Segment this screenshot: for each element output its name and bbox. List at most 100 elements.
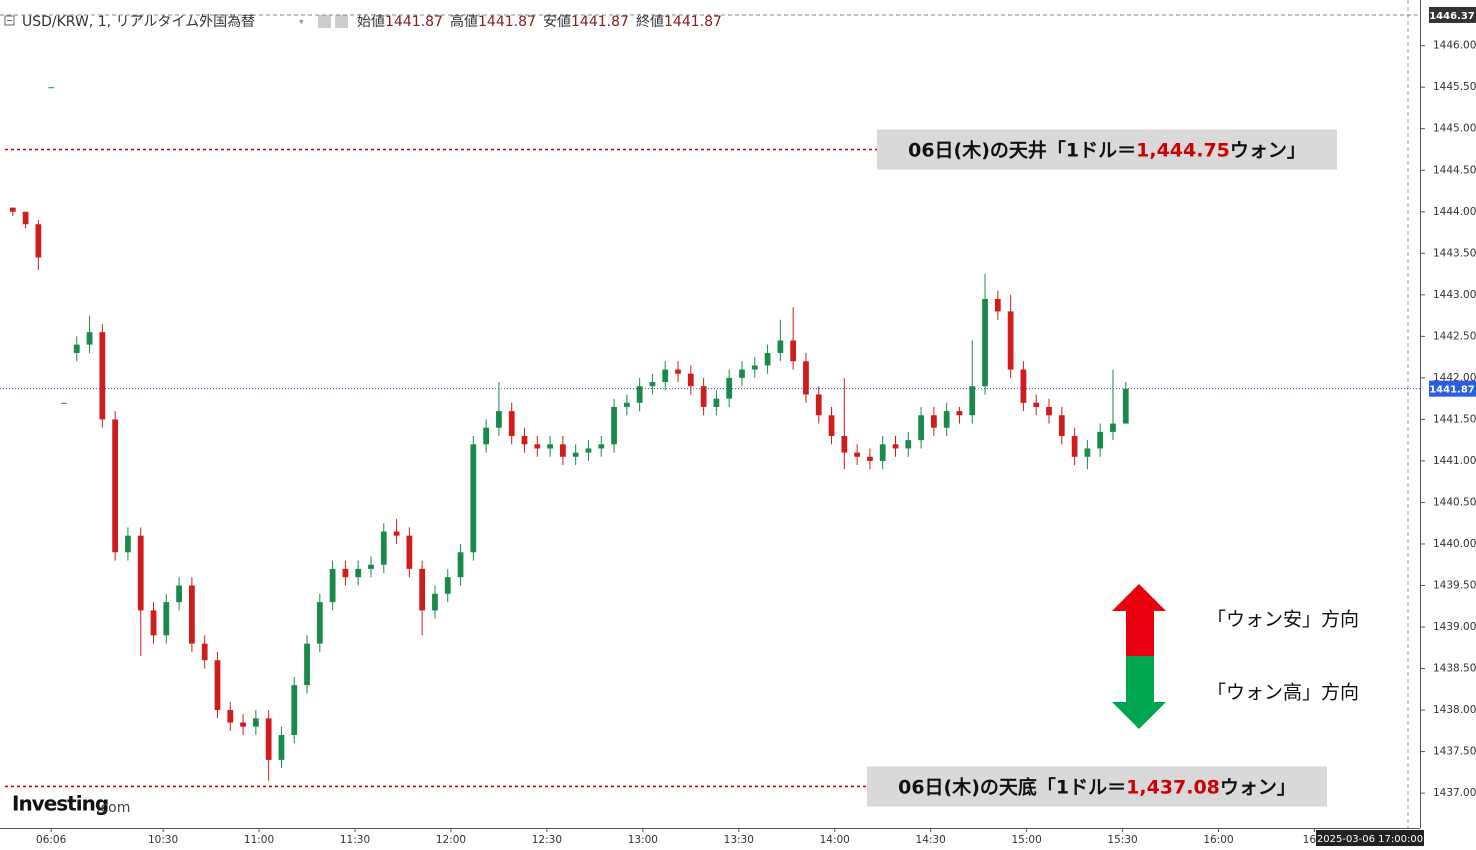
y-tick-label: 1443.50 [1433, 247, 1476, 259]
annotation-text: 06日(木)の天井「1ドル＝1,444.75ウォン」 [908, 138, 1306, 161]
candle-body [687, 373, 694, 387]
candle-body [1007, 311, 1014, 370]
settings-icon[interactable] [335, 15, 348, 28]
candle-body [342, 568, 349, 578]
x-tick-label: 11:00 [244, 834, 274, 846]
candle-body [457, 552, 464, 578]
ohlc-label: 終値 [636, 14, 664, 30]
candle-body [240, 722, 246, 727]
candle-body [982, 298, 988, 387]
candle-body [470, 444, 477, 553]
y-tick-label: 1446.00 [1433, 40, 1476, 52]
y-tick-label: 1437.00 [1433, 787, 1476, 799]
candle-body [35, 224, 42, 258]
ohlc-value: 1441.87 [664, 14, 722, 30]
y-tick-label: 1440.00 [1433, 538, 1476, 550]
arrow-up [1112, 584, 1166, 656]
date-label: 2025-03-06 17:00:00 [1317, 834, 1423, 845]
y-tick-label: 1442.50 [1433, 330, 1476, 342]
candle-body [380, 531, 387, 565]
candle-body [777, 340, 784, 353]
settings-icon[interactable] [318, 15, 331, 28]
annotation-value: 1,444.75 [1136, 139, 1230, 161]
candle-body [828, 415, 835, 437]
candle-body [252, 718, 259, 727]
logo-suffix: .com [96, 800, 130, 816]
candle-body [176, 585, 182, 603]
x-tick-label: 14:30 [916, 834, 946, 846]
ohlc-item: 高値1441.87 [450, 13, 536, 30]
candle-body [86, 332, 93, 345]
candle-body [854, 452, 860, 457]
investing-logo: Investing .com [12, 792, 130, 817]
candle-body [137, 535, 144, 611]
candle-body [1033, 402, 1040, 407]
candle-body [201, 643, 208, 661]
ohlc-values: 始値1441.87 高値1441.87 安値1441.87 終値1441.87 [357, 13, 722, 30]
candle-body [368, 564, 374, 569]
candle-body [547, 444, 553, 449]
candle-body [189, 585, 195, 644]
candle-body [1084, 448, 1091, 457]
y-tick-label: 1441.00 [1433, 455, 1476, 467]
candle-body [815, 394, 822, 416]
ohlc-label: 高値 [450, 13, 478, 30]
candle-body [214, 660, 221, 711]
candle-body [867, 456, 873, 461]
candle-body [329, 568, 336, 603]
x-tick-label: 06:06 [36, 834, 67, 846]
candle-body [598, 444, 605, 449]
candle-body [662, 369, 669, 383]
candle-body [304, 643, 310, 686]
y-tick-label: 1444.50 [1433, 164, 1476, 176]
x-tick-label: 15:00 [1011, 834, 1041, 846]
candle-body [278, 734, 285, 760]
candle-body [1122, 388, 1129, 424]
candle-body [112, 419, 119, 553]
ohlc-value: 1441.87 [385, 14, 443, 30]
candle-body [99, 332, 106, 420]
candle-body [483, 427, 490, 445]
candle-body [508, 411, 515, 437]
last-price-box [1429, 380, 1476, 397]
candle-body [1110, 423, 1116, 432]
dropdown-arrow[interactable]: ▾ [299, 18, 304, 28]
candle-body [61, 402, 67, 404]
candle-body [713, 398, 720, 407]
candle-body [803, 361, 809, 395]
y-tick-label: 1439.50 [1433, 579, 1476, 591]
date-box [1316, 830, 1424, 846]
candle-body [905, 440, 912, 449]
ohlc-item: 終値1441.87 [636, 14, 722, 30]
candle-body [1046, 406, 1052, 416]
y-tick-label: 1439.00 [1433, 621, 1476, 633]
x-tick-label: 10:30 [148, 834, 178, 846]
candle-body [22, 211, 29, 225]
candle-body [406, 535, 413, 569]
candle-body [560, 444, 566, 457]
candle-body [1020, 369, 1027, 403]
annotation-suffix: ウォン」 [1230, 139, 1306, 161]
y-tick-label: 1441.50 [1433, 413, 1476, 425]
collapse-icon[interactable] [4, 15, 15, 26]
candle-body [636, 386, 643, 403]
candle-body [1058, 415, 1065, 437]
ohlc-item: 始値1441.87 [357, 14, 443, 30]
candle-body [739, 369, 745, 378]
candle-body [611, 406, 617, 445]
y-tick-label: 1444.00 [1433, 206, 1476, 218]
annotation-value: 1,437.08 [1126, 776, 1220, 798]
candle-body [790, 340, 797, 362]
x-tick-label: 12:30 [532, 834, 562, 846]
annotation-suffix: ウォン」 [1220, 776, 1296, 798]
y-tick-label: 1440.50 [1433, 496, 1476, 508]
candle-body [751, 365, 758, 370]
y-tick-label: 1437.50 [1433, 746, 1476, 758]
arrow-down [1112, 656, 1166, 729]
candle-body [163, 602, 170, 636]
candle-body [969, 386, 976, 416]
x-tick-label: 13:00 [628, 834, 658, 846]
y-tick-label: 1438.00 [1433, 704, 1476, 716]
candle-body [1071, 436, 1078, 457]
x-tick-label: 15:30 [1107, 834, 1137, 846]
